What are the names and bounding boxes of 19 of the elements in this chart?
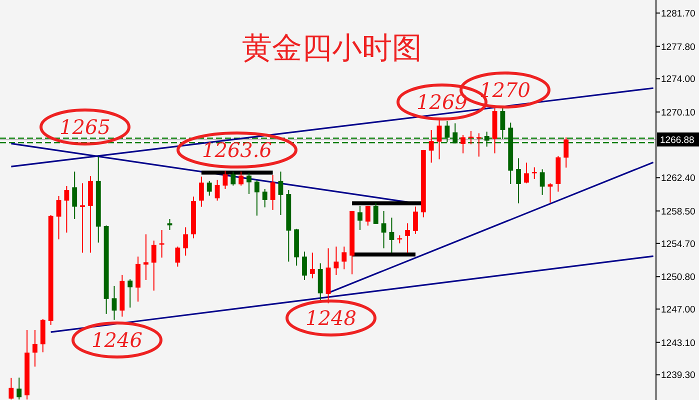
y-tick-label: 1247.00 [661, 304, 696, 316]
annotation: 1246 [92, 328, 143, 352]
annotation: 1248 [306, 306, 356, 330]
y-tick-label: 1250.80 [661, 272, 696, 284]
y-tick-label: 1262.40 [661, 173, 696, 184]
y-tick-label: 1243.10 [661, 338, 696, 349]
annotation: 1265 [60, 115, 110, 139]
annotation: 1263.6 [202, 138, 272, 162]
y-tick-label: 1274.00 [661, 74, 696, 86]
annotation: 1270 [480, 78, 531, 102]
y-tick-label: 1277.80 [661, 42, 696, 53]
y-tick-label: 1254.70 [661, 238, 696, 250]
text: 黄金四小时图 [242, 31, 422, 66]
y-tick-label: 1281.70 [661, 8, 696, 20]
y-tick-label: 1258.50 [661, 206, 696, 218]
ref-line-label: 1266.88 [660, 134, 694, 146]
annotation: 1269 [416, 90, 468, 114]
y-tick-label: 1270.10 [661, 108, 696, 119]
y-tick-label: 1239.30 [661, 370, 696, 382]
